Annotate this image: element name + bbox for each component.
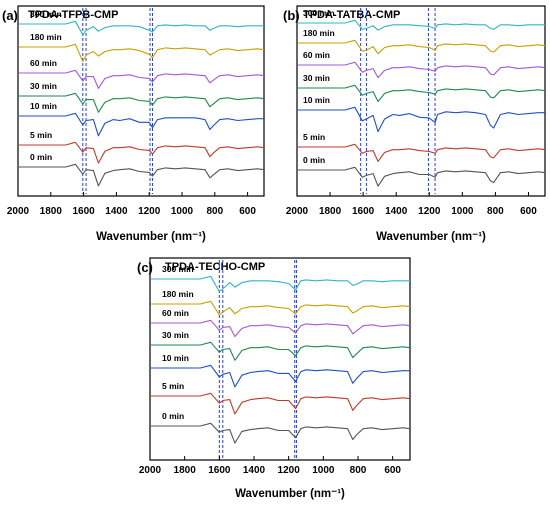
series-line-a-5-min [19,141,265,164]
series-line-a-30-min [19,92,265,113]
x-tick-label-a-2000: 2000 [7,206,30,217]
series-label-a-300-min: 300 min [30,9,62,19]
x-tick-label-c-1400: 1400 [243,465,266,476]
plot-frame-b [296,5,546,197]
x-tick-label-c-1600: 1600 [208,465,231,476]
x-tick-label-c-1200: 1200 [278,465,301,476]
chart-panel-a: (a) TPDA-TFPB-CMP 0 min 5 min 10 min 30 min 60… [2,5,265,243]
series-line-c-30-min [151,341,411,361]
series-line-a-60-min [19,69,265,89]
series-label-a-180-min: 180 min [30,32,62,42]
panel-title-a: TPDA-TFPB-CMP [28,9,118,21]
x-tick-label-a-1800: 1800 [40,206,63,217]
series-label-c-180-min: 180 min [162,289,194,299]
x-tick-label-a-600: 600 [239,206,256,217]
plot-frame-c [149,257,411,461]
chart-panel-b: (b) TPDA-TATBA-CMP 0 min 5 min 10 min 30 min 6… [283,5,546,243]
series-label-a-5-min: 5 min [30,130,52,140]
panel-title-b: TPDA-TATBA-CMP [303,9,400,21]
series-line-a-10-min [19,112,264,137]
series-label-c-0-min: 0 min [162,411,184,421]
x-tick-label-c-2000: 2000 [139,465,162,476]
series-line-b-0-min [298,166,546,187]
x-tick-label-b-1000: 1000 [451,206,474,217]
x-axis-label-a: Wavenumber (nm⁻¹) [96,231,206,243]
series-line-b-300-min [298,19,545,31]
x-tick-label-a-1000: 1000 [171,206,194,217]
x-tick-label-a-1400: 1400 [105,206,128,217]
panel-label-a: (a) [2,8,18,23]
x-tick-label-b-1600: 1600 [352,206,375,217]
x-tick-label-c-1000: 1000 [312,465,335,476]
x-tick-label-a-1600: 1600 [72,206,95,217]
series-line-b-60-min [298,61,546,79]
panel-label-b: (b) [283,8,300,23]
series-line-a-300-min [19,20,264,36]
x-tick-label-b-800: 800 [487,206,504,217]
series-label-c-10-min: 10 min [162,353,189,363]
series-line-c-300-min [151,275,410,293]
series-label-c-300-min: 300 min [162,264,194,274]
series-label-a-60-min: 60 min [30,58,57,68]
x-tick-label-c-800: 800 [350,465,367,476]
panel-title-c: TPDA-TECHO-CMP [165,261,265,273]
x-tick-label-b-1400: 1400 [385,206,408,217]
series-line-b-5-min [298,143,546,162]
series-label-b-180-min: 180 min [303,28,335,38]
series-line-c-0-min [151,422,411,444]
x-tick-label-a-1200: 1200 [138,206,161,217]
series-label-b-300-min: 300 min [303,8,335,18]
series-line-b-30-min [298,84,546,103]
series-label-a-30-min: 30 min [30,81,57,91]
series-line-a-0-min [19,163,265,187]
series-label-b-10-min: 10 min [303,95,330,105]
x-axis-label-b: Wavenumber (nm⁻¹) [376,231,486,243]
chart-panel-c: (c) TPDA-TECHO-CMP 0 min 5 min 10 min 30 min 6… [137,257,411,500]
panel-label-c: (c) [137,260,153,275]
series-line-b-180-min [298,39,546,55]
series-label-b-30-min: 30 min [303,73,330,83]
series-line-c-60-min [151,319,411,338]
series-line-a-180-min [19,43,265,62]
series-line-c-10-min [151,364,410,388]
series-label-b-60-min: 60 min [303,50,330,60]
series-label-a-0-min: 0 min [30,152,52,162]
series-label-c-30-min: 30 min [162,330,189,340]
series-label-c-5-min: 5 min [162,381,184,391]
plot-frame-a [17,5,265,197]
x-tick-label-c-1800: 1800 [174,465,197,476]
x-tick-label-c-600: 600 [384,465,401,476]
series-label-b-0-min: 0 min [303,155,325,165]
x-tick-label-b-2000: 2000 [286,206,309,217]
series-label-a-10-min: 10 min [30,101,57,111]
series-line-c-5-min [151,392,411,415]
x-tick-label-a-800: 800 [206,206,223,217]
series-label-c-60-min: 60 min [162,308,189,318]
x-axis-label-c: Wavenumber (nm⁻¹) [235,488,345,500]
series-line-c-180-min [151,300,411,316]
series-line-b-10-min [298,106,545,133]
series-label-b-5-min: 5 min [303,132,325,142]
x-tick-label-b-1800: 1800 [319,206,342,217]
x-tick-label-b-1200: 1200 [418,206,441,217]
x-tick-label-b-600: 600 [520,206,537,217]
